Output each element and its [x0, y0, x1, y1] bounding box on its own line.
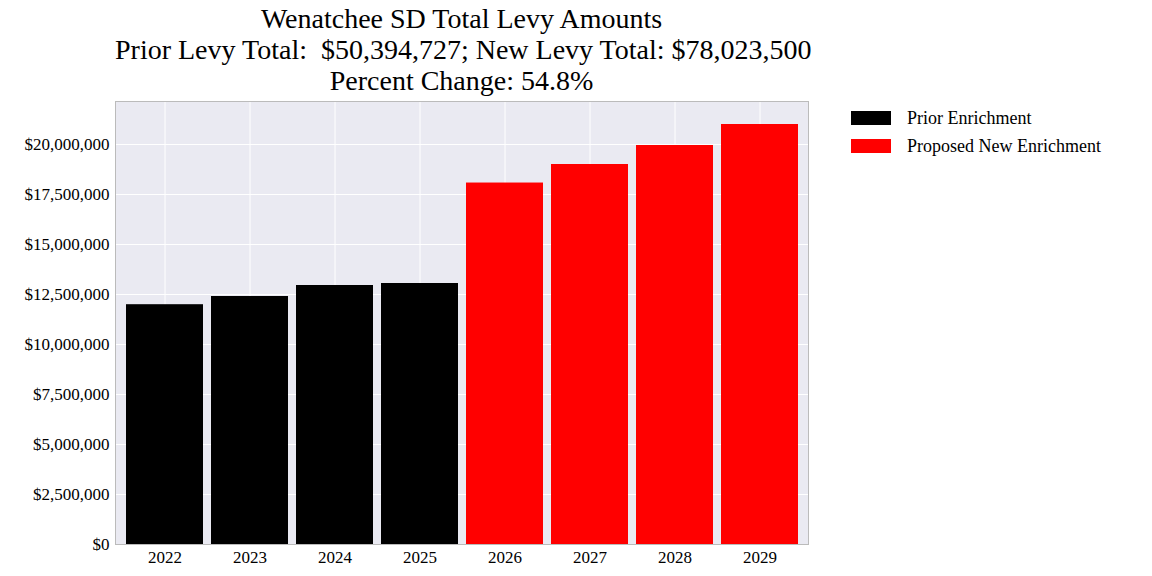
- svg-text:2028: 2028: [658, 548, 692, 567]
- svg-text:2024: 2024: [318, 548, 353, 567]
- html-text:Percent Change: 54.8%: Percent Change: 54.8%: [329, 65, 594, 96]
- svg-text:2026: 2026: [488, 548, 522, 567]
- svg-text:$15,000,000: $15,000,000: [25, 235, 110, 254]
- html-text:Proposed New Enrichment: Proposed New Enrichment: [907, 135, 1101, 156]
- svg-text:$10,000,000: $10,000,000: [25, 335, 110, 354]
- svg-text:2022: 2022: [148, 548, 182, 567]
- svg-text:$12,500,000: $12,500,000: [25, 285, 110, 304]
- svg-text:$5,000,000: $5,000,000: [33, 435, 110, 454]
- svg-text:$0: $0: [93, 535, 110, 554]
- svg-text:$2,500,000: $2,500,000: [33, 485, 110, 504]
- html-text:Wenatchee SD Total Levy Amount: Wenatchee SD Total Levy Amounts: [260, 3, 663, 34]
- svg-text:$17,500,000: $17,500,000: [25, 185, 110, 204]
- svg-text:$20,000,000: $20,000,000: [25, 135, 110, 154]
- svg-text:2027: 2027: [573, 548, 608, 567]
- svg-text:2023: 2023: [233, 548, 267, 567]
- svg-text:$7,500,000: $7,500,000: [33, 385, 110, 404]
- html-text:Prior Levy Total: $50,394,727;: Prior Levy Total: $50,394,727; New Levy …: [115, 34, 812, 65]
- svg-text:2025: 2025: [403, 548, 437, 567]
- svg-text:2029: 2029: [743, 548, 777, 567]
- html-text:Prior Enrichment: Prior Enrichment: [907, 107, 1032, 128]
